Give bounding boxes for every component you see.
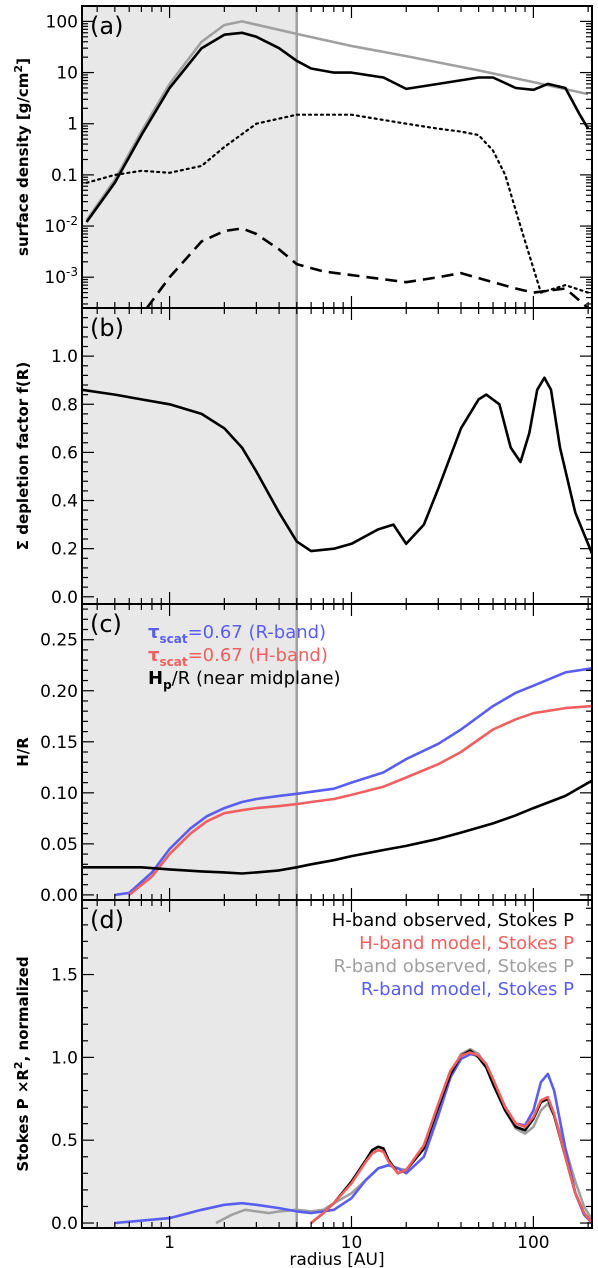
- y-tick-label: 0.0: [51, 588, 78, 608]
- x-tick-label: 10: [341, 1233, 363, 1253]
- tick-exponent: -3: [66, 265, 78, 279]
- panel-label: (c): [90, 610, 122, 638]
- y-tick-label: 0.15: [40, 733, 78, 753]
- legend-symbol: τ: [148, 645, 160, 666]
- series-group: [82, 667, 592, 897]
- legend-symbol: H: [148, 668, 163, 689]
- y-tick-label: 100: [46, 12, 78, 32]
- y-tick-label: 0.00: [40, 886, 78, 906]
- y-axis-label: surface density [g/cm2]: [12, 58, 32, 256]
- y-tick-label: 1: [67, 115, 78, 135]
- y-axis-label: H/R: [14, 737, 32, 767]
- y-tick-label: 1.0: [51, 347, 78, 367]
- y-tick-label: 0.10: [40, 784, 78, 804]
- panel-d: 0.0 0.5 1.0 1.5 1 10 100 radius [AU] Stokes P ×R…: [12, 899, 593, 1268]
- y-tick-label: 0.8: [51, 395, 78, 415]
- series-line-1: [128, 704, 592, 896]
- series-group: [82, 376, 592, 554]
- ylabel-part: Stokes P ×R: [14, 1069, 32, 1172]
- legend-subscript: scat: [160, 632, 188, 646]
- y-tick-label: 1.5: [51, 966, 78, 986]
- tick-base: 0.1: [51, 166, 78, 186]
- series-line-2: [82, 779, 592, 875]
- ylabel-part: , normalized: [14, 956, 32, 1061]
- legend-entry: H-band model, Stokes P: [359, 933, 574, 954]
- legend-text: =0.67 (H-band): [188, 645, 328, 666]
- x-tick-label: 100: [517, 1233, 549, 1253]
- legend-text: /R (near midplane): [172, 668, 341, 689]
- legend-symbol: τ: [148, 622, 160, 643]
- legend-subscript: p: [163, 678, 172, 692]
- ylabel-part: ]: [14, 58, 32, 65]
- series-line-0: [82, 376, 592, 554]
- panel-c: 0.00 0.05 0.10 0.15 0.20 0.25 H/R (c) τscat=0.67…: [14, 603, 593, 906]
- shaded-inner-region: [82, 308, 297, 604]
- series-group: [114, 1047, 592, 1225]
- panel-label: (b): [90, 314, 124, 342]
- y-tick-label: 0.20: [40, 682, 78, 702]
- series-line-0: [114, 667, 592, 897]
- plot-frame: [81, 899, 593, 1229]
- tick-base: 10: [44, 217, 66, 237]
- series-line-0: [85, 20, 589, 221]
- tick-base: 100: [46, 12, 78, 32]
- y-tick-label: 0.1: [51, 166, 78, 186]
- series-line-1: [85, 31, 590, 223]
- y-tick-label: 0.2: [51, 540, 78, 560]
- y-axis-label: Σ depletion factor f(R): [14, 362, 32, 550]
- legend-text: =0.67 (R-band): [188, 622, 327, 643]
- legend-entry: H-band observed, Stokes P: [332, 910, 574, 931]
- shaded-inner-region: [82, 604, 297, 900]
- y-tick-label: 0.0: [51, 1214, 78, 1234]
- tick-base: 10: [44, 268, 66, 288]
- ylabel-superscript: 2: [12, 65, 25, 73]
- series-group: [85, 20, 590, 308]
- y-tick-label: 0.05: [40, 835, 78, 855]
- series-line-1: [114, 1052, 592, 1225]
- legend-entry: R-band observed, Stokes P: [334, 956, 575, 977]
- tick-base: 1: [67, 115, 78, 135]
- y-tick-label: 0.25: [40, 631, 78, 651]
- legend-subscript: scat: [160, 655, 188, 669]
- legend-entry: R-band model, Stokes P: [361, 979, 574, 1000]
- y-tick-label: 1.0: [51, 1048, 78, 1068]
- y-tick-label: 10: [56, 64, 78, 84]
- panel-label: (a): [90, 12, 123, 40]
- x-tick-label: 1: [164, 1233, 175, 1253]
- legend-entry: τscat=0.67 (H-band): [148, 645, 328, 669]
- shaded-inner-region: [82, 900, 297, 1228]
- y-tick-label: 0.4: [51, 492, 78, 512]
- legend-entry: τscat=0.67 (R-band): [148, 622, 326, 646]
- panel-label: (d): [90, 906, 124, 934]
- y-tick-label: 0.6: [51, 443, 78, 463]
- y-tick-label: 0.5: [51, 1131, 78, 1151]
- legend-entry: Hp/R (near midplane): [148, 668, 341, 692]
- tick-base: 10: [56, 64, 78, 84]
- shaded-inner-region: [82, 6, 297, 308]
- series-line-3: [145, 227, 589, 308]
- y-axis-label: Stokes P ×R2, normalized: [12, 956, 32, 1171]
- tick-exponent: -2: [66, 214, 78, 228]
- y-tick-label: 10-3: [44, 265, 78, 288]
- x-axis-label: radius [AU]: [289, 1250, 384, 1268]
- ylabel-superscript: 2: [12, 1061, 25, 1069]
- ylabel-part: surface density [g/cm: [14, 73, 32, 256]
- y-tick-label: 10-2: [44, 214, 78, 237]
- series-line-3: [310, 1051, 592, 1225]
- series-line-2: [85, 113, 590, 294]
- panel-b: 0.0 0.2 0.4 0.6 0.8 1.0 Σ depletion factor f(R…: [14, 307, 593, 608]
